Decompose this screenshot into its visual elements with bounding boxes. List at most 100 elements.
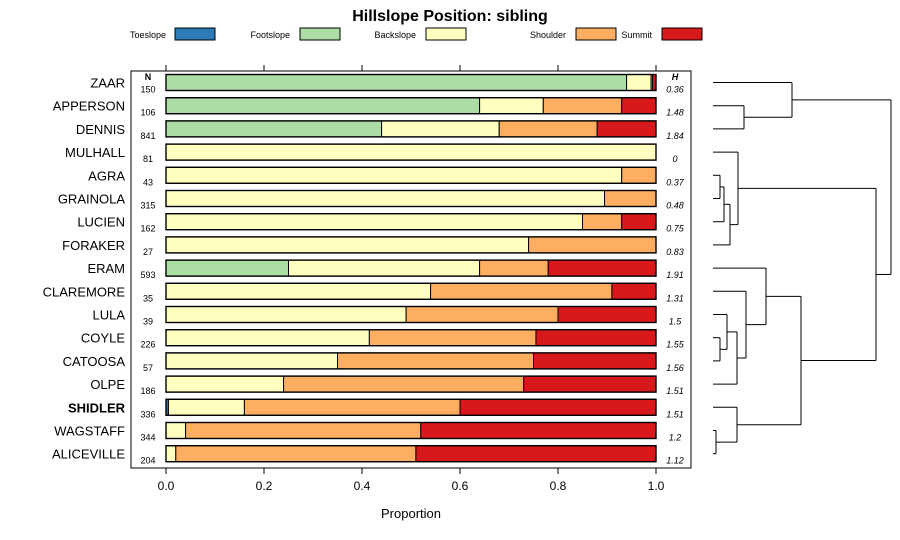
bar-outline-coyle — [165, 329, 657, 347]
bar-segment-wagstaff-summit — [420, 422, 657, 439]
legend-label-shoulder: Shoulder — [530, 30, 566, 40]
n-value-foraker: 27 — [143, 247, 153, 257]
bar-outline-aliceville — [165, 445, 657, 463]
row-label-apperson: APPERSON — [53, 99, 125, 114]
x-tick-label-2: 0.4 — [354, 479, 371, 493]
bar-segment-lucien-summit — [621, 213, 657, 231]
bar-segment-lula-shoulder — [405, 306, 559, 323]
legend-label-footslope: Footslope — [250, 30, 290, 40]
legend-label-toeslope: Toeslope — [130, 30, 166, 40]
bar-rows: ZAAR 150 0.36 APPERSON 106 1.48 DENNIS 841 1.84 M… — [43, 73, 685, 466]
bar-outline-zaar — [165, 73, 657, 92]
row-label-agra: AGRA — [88, 168, 125, 183]
row-label-shidler: SHIDLER — [68, 400, 126, 415]
bar-segment-lula-backslope — [165, 306, 407, 323]
bar-outline-lucien — [165, 212, 657, 231]
h-value-coyle: 1.55 — [666, 340, 685, 350]
bar-outline-grainola — [165, 189, 657, 208]
row-label-coyle: COYLE — [81, 331, 125, 346]
bar-outline-eram — [165, 259, 657, 277]
h-value-zaar: 0.36 — [666, 85, 684, 95]
bar-segment-zaar-footslope — [165, 74, 628, 91]
legend: Toeslope Footslope Backslope Shoulder Summit — [130, 27, 703, 41]
n-value-wagstaff: 344 — [140, 433, 155, 443]
bar-segment-apperson-footslope — [165, 97, 481, 115]
bar-segment-dennis-footslope — [165, 120, 383, 138]
n-value-apperson: 106 — [140, 108, 155, 118]
x-axis: 0.0 0.2 0.4 0.6 0.8 1.0 — [158, 65, 665, 493]
h-value-wagstaff: 1.2 — [669, 433, 682, 443]
h-value-foraker: 0.83 — [666, 247, 684, 257]
row-label-lula: LULA — [92, 308, 125, 323]
bar-segment-olpe-shoulder — [283, 375, 525, 393]
n-value-lucien: 162 — [140, 224, 155, 234]
bar-outline-shidler — [165, 398, 657, 416]
bar-segment-shidler-shoulder — [243, 398, 461, 416]
bar-outline-agra — [165, 166, 657, 185]
bar-segment-claremore-backslope — [165, 282, 432, 300]
legend-swatch-shoulder — [575, 27, 617, 41]
row-label-olpe: OLPE — [90, 377, 125, 392]
row-label-lucien: LUCIEN — [77, 215, 125, 230]
h-value-agra: 0.37 — [666, 177, 685, 187]
h-value-eram: 1.91 — [666, 270, 684, 280]
n-value-shidler: 336 — [140, 409, 155, 419]
bar-segment-eram-backslope — [288, 259, 481, 277]
bar-segment-lucien-shoulder — [582, 213, 623, 231]
bar-segment-lula-summit — [557, 306, 657, 323]
n-value-eram: 593 — [140, 270, 155, 280]
bar-outline-mulhall — [165, 143, 657, 161]
row-label-mulhall: MULHALL — [65, 145, 125, 160]
bar-outline-olpe — [165, 375, 657, 393]
n-column-header: N — [145, 72, 152, 82]
n-value-catoosa: 57 — [143, 363, 153, 373]
h-value-catoosa: 1.56 — [666, 363, 684, 373]
bar-segment-catoosa-backslope — [165, 352, 338, 370]
bar-segment-shidler-backslope — [167, 398, 245, 416]
bar-segment-aliceville-shoulder — [175, 445, 417, 463]
bar-outline-claremore — [165, 282, 657, 300]
bar-segment-lucien-backslope — [165, 213, 583, 231]
bar-segment-foraker-shoulder — [528, 236, 657, 254]
row-label-catoosa: CATOOSA — [63, 354, 126, 369]
legend-label-summit: Summit — [621, 30, 652, 40]
bar-segment-agra-shoulder — [621, 166, 657, 184]
bar-segment-grainola-shoulder — [604, 190, 657, 207]
row-label-eram: ERAM — [87, 261, 125, 276]
x-tick-label-1: 0.2 — [256, 479, 273, 493]
bar-segment-eram-footslope — [165, 259, 289, 277]
n-value-lula: 39 — [143, 317, 153, 327]
row-label-foraker: FORAKER — [62, 238, 125, 253]
bar-segment-apperson-backslope — [479, 97, 544, 115]
bar-segment-wagstaff-backslope — [165, 422, 187, 439]
row-label-dennis: DENNIS — [76, 122, 125, 137]
h-column-header: H — [672, 72, 679, 82]
bar-segment-eram-summit — [547, 259, 657, 277]
bar-outline-catoosa — [165, 352, 657, 370]
x-axis-label: Proportion — [381, 506, 441, 521]
legend-swatch-backslope — [425, 27, 467, 41]
bar-segment-dennis-summit — [596, 120, 657, 138]
bar-segment-apperson-summit — [621, 97, 657, 115]
bar-segment-claremore-summit — [611, 282, 657, 300]
h-value-grainola: 0.48 — [666, 201, 684, 211]
bar-segment-olpe-summit — [523, 375, 657, 393]
bar-outline-foraker — [165, 236, 657, 254]
legend-label-backslope: Backslope — [374, 30, 416, 40]
bar-segment-olpe-backslope — [165, 375, 285, 393]
legend-swatch-toeslope — [174, 27, 216, 41]
bar-segment-dennis-backslope — [381, 120, 500, 138]
bar-segment-coyle-backslope — [165, 329, 370, 347]
n-value-grainola: 315 — [140, 201, 155, 211]
row-label-wagstaff: WAGSTAFF — [54, 424, 125, 439]
row-label-aliceville: ALICEVILLE — [52, 447, 125, 462]
h-value-mulhall: 0 — [672, 154, 677, 164]
bar-segment-coyle-summit — [535, 329, 657, 347]
bar-outline-apperson — [165, 96, 657, 115]
dendrogram — [713, 82, 892, 455]
n-value-mulhall: 81 — [143, 154, 153, 164]
bar-outline-lula — [165, 305, 657, 324]
n-value-claremore: 35 — [143, 293, 153, 303]
n-value-coyle: 226 — [140, 340, 155, 350]
